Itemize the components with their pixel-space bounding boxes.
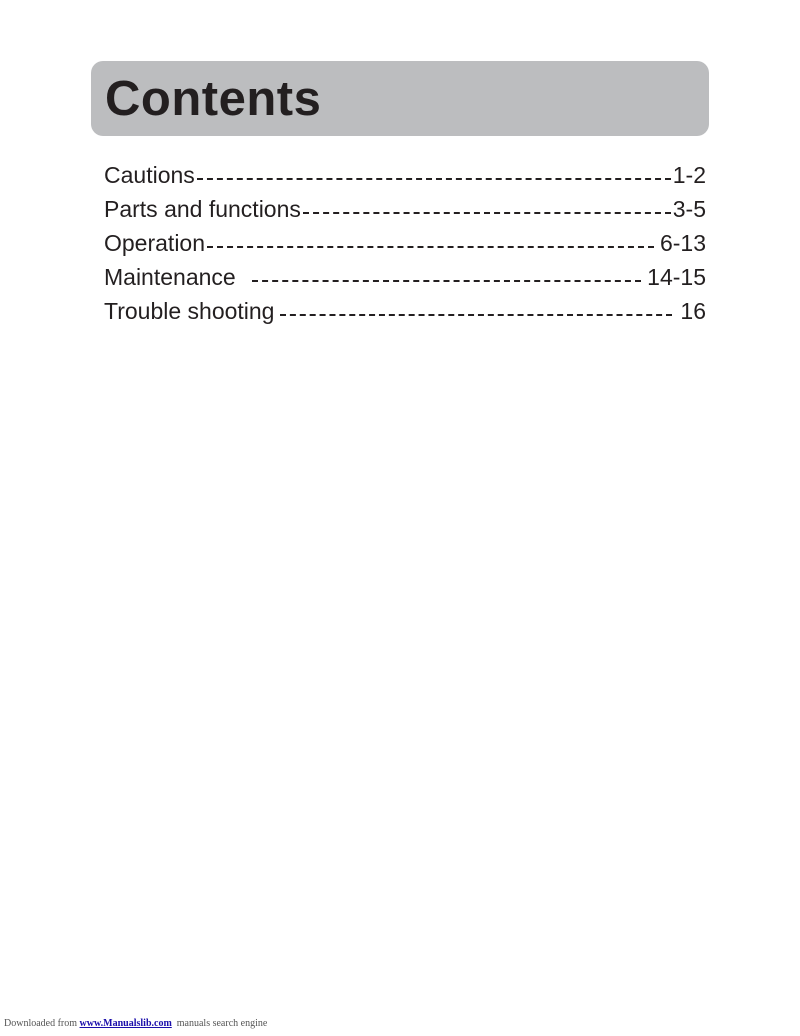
dotted-leader xyxy=(280,314,673,316)
toc-label: Cautions xyxy=(104,162,195,188)
toc-item-maintenance[interactable]: Maintenance 14-15 xyxy=(104,258,706,292)
manualslib-link[interactable]: www.Manualslib.com xyxy=(79,1018,172,1029)
toc-page: 6-13 xyxy=(659,230,706,256)
toc-label: Maintenance xyxy=(104,264,243,290)
dotted-leader xyxy=(196,178,671,180)
dotted-leader xyxy=(302,212,671,214)
toc-page: 14-15 xyxy=(647,264,706,290)
dotted-leader xyxy=(252,280,642,282)
download-footer: Downloaded from www.Manualslib.com manua… xyxy=(4,1018,267,1029)
footer-suffix: manuals search engine xyxy=(171,1018,268,1029)
toc-page: 1-2 xyxy=(672,162,706,188)
footer-prefix: Downloaded from xyxy=(4,1018,80,1029)
toc-item-parts-and-functions[interactable]: Parts and functions 3-5 xyxy=(104,190,706,224)
toc-label: Operation xyxy=(104,230,206,256)
toc-label: Parts and functions xyxy=(104,196,301,222)
dotted-leader xyxy=(207,246,654,248)
contents-header: Contents xyxy=(91,61,709,136)
toc-item-trouble-shooting[interactable]: Trouble shooting 16 xyxy=(104,292,706,326)
toc-item-operation[interactable]: Operation 6-13 xyxy=(104,224,706,258)
table-of-contents: Cautions 1-2 Parts and functions 3-5 Ope… xyxy=(104,156,706,326)
toc-page: 16 xyxy=(680,298,706,324)
toc-label: Trouble shooting xyxy=(104,298,275,324)
toc-item-cautions[interactable]: Cautions 1-2 xyxy=(104,156,706,190)
page-title: Contents xyxy=(105,72,322,126)
toc-page: 3-5 xyxy=(672,196,706,222)
